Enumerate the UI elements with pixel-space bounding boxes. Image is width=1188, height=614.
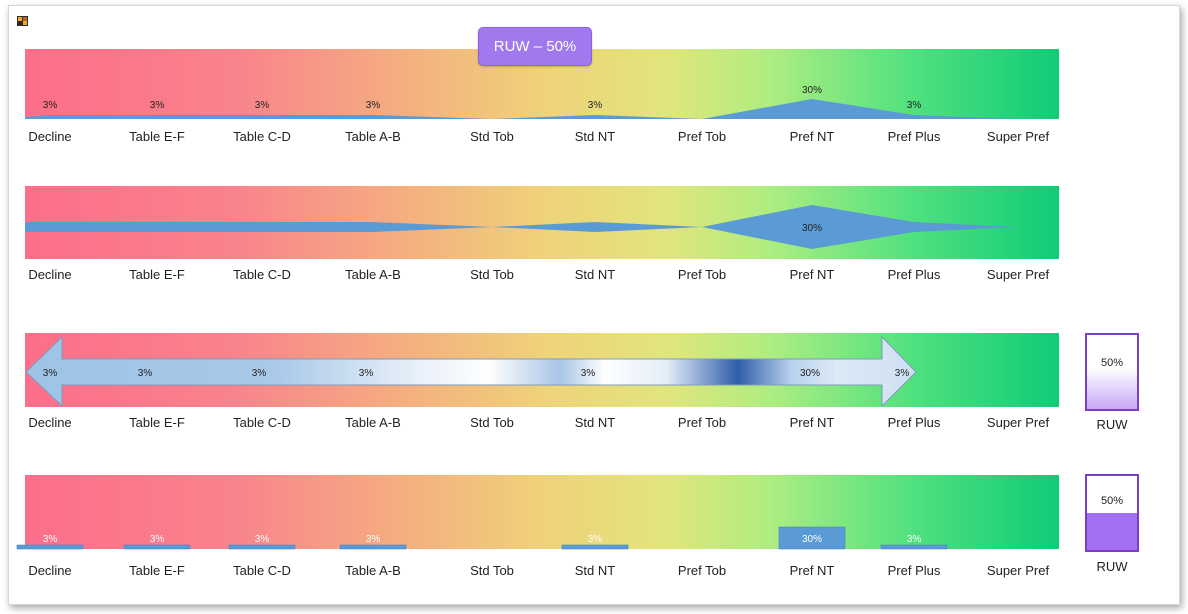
data-label: 3% bbox=[895, 368, 910, 379]
data-label: 30% bbox=[802, 85, 822, 96]
data-label: 3% bbox=[255, 534, 270, 545]
category-label: Pref Tob bbox=[677, 415, 727, 430]
category-label: Table E-F bbox=[129, 129, 185, 144]
area-shape bbox=[25, 99, 1059, 119]
category-label: Table A-B bbox=[345, 563, 401, 578]
category-label: Decline bbox=[28, 129, 72, 144]
ribbon-shape bbox=[25, 205, 1018, 249]
category-label: Table A-B bbox=[345, 415, 401, 430]
category-label: Pref Plus bbox=[887, 563, 941, 578]
category-label: Pref Tob bbox=[677, 129, 727, 144]
category-label: Pref Tob bbox=[677, 267, 727, 282]
category-label: Std NT bbox=[574, 267, 616, 282]
data-label: 3% bbox=[588, 534, 603, 545]
category-label: Decline bbox=[28, 267, 72, 282]
category-label: Pref Plus bbox=[887, 415, 941, 430]
gauge-caption: RUW bbox=[1096, 559, 1128, 574]
bar-mark bbox=[880, 544, 948, 550]
data-label: 3% bbox=[255, 100, 270, 111]
category-label: Decline bbox=[28, 415, 72, 430]
category-label: Table E-F bbox=[129, 267, 185, 282]
data-label: 3% bbox=[150, 534, 165, 545]
category-label: Pref NT bbox=[789, 415, 835, 430]
category-label: Super Pref bbox=[986, 563, 1050, 578]
data-label: 3% bbox=[43, 534, 58, 545]
bar-mark bbox=[561, 544, 629, 550]
data-label: 3% bbox=[150, 100, 165, 111]
category-label: Table E-F bbox=[129, 563, 185, 578]
gauge-value-label: 50% bbox=[1100, 357, 1124, 369]
flag-icon bbox=[17, 16, 28, 26]
category-label: Table C-D bbox=[233, 415, 291, 430]
data-label: 3% bbox=[907, 534, 922, 545]
gauge-fill-bar bbox=[1087, 513, 1137, 550]
data-label: 30% bbox=[800, 368, 820, 379]
data-label: 3% bbox=[138, 368, 153, 379]
category-label: Std Tob bbox=[470, 267, 514, 282]
category-label: Super Pref bbox=[986, 129, 1050, 144]
data-label: 30% bbox=[802, 534, 822, 545]
arrow-shape bbox=[25, 335, 917, 408]
data-label: 3% bbox=[907, 100, 922, 111]
category-label: Table C-D bbox=[233, 563, 291, 578]
category-label: Std Tob bbox=[470, 415, 514, 430]
data-label: 3% bbox=[43, 100, 58, 111]
data-label: 3% bbox=[366, 100, 381, 111]
category-label: Table A-B bbox=[345, 129, 401, 144]
category-label: Table C-D bbox=[233, 267, 291, 282]
category-label: Std NT bbox=[574, 563, 616, 578]
category-label: Table A-B bbox=[345, 267, 401, 282]
ruw-gauge-gradient: 50% bbox=[1085, 333, 1139, 411]
data-label: 3% bbox=[43, 368, 58, 379]
data-label: 3% bbox=[581, 368, 596, 379]
category-label: Super Pref bbox=[986, 267, 1050, 282]
gauge-value-label: 50% bbox=[1100, 495, 1124, 507]
category-label: Super Pref bbox=[986, 415, 1050, 430]
category-label: Pref Tob bbox=[677, 563, 727, 578]
bar-mark bbox=[778, 526, 846, 550]
category-label: Table C-D bbox=[233, 129, 291, 144]
bar-mark bbox=[16, 544, 84, 550]
gradient-band-4 bbox=[25, 475, 1059, 549]
bar-mark bbox=[339, 544, 407, 550]
category-label: Pref Plus bbox=[887, 267, 941, 282]
ruw-gauge-fill: 50% bbox=[1085, 474, 1139, 552]
category-label: Pref Plus bbox=[887, 129, 941, 144]
gauge-caption: RUW bbox=[1096, 417, 1128, 432]
data-label: 3% bbox=[366, 534, 381, 545]
category-label: Decline bbox=[28, 563, 72, 578]
data-label: 30% bbox=[802, 223, 822, 234]
category-label: Std Tob bbox=[470, 563, 514, 578]
bar-mark bbox=[123, 544, 191, 550]
data-label: 3% bbox=[588, 100, 603, 111]
ruw-badge: RUW – 50% bbox=[478, 27, 592, 66]
category-label: Pref NT bbox=[789, 129, 835, 144]
category-label: Std NT bbox=[574, 415, 616, 430]
category-label: Table E-F bbox=[129, 415, 185, 430]
category-label: Std NT bbox=[574, 129, 616, 144]
category-label: Pref NT bbox=[789, 563, 835, 578]
category-label: Pref NT bbox=[789, 267, 835, 282]
data-label: 3% bbox=[359, 368, 374, 379]
data-label: 3% bbox=[252, 368, 267, 379]
category-label: Std Tob bbox=[470, 129, 514, 144]
bar-mark bbox=[228, 544, 296, 550]
